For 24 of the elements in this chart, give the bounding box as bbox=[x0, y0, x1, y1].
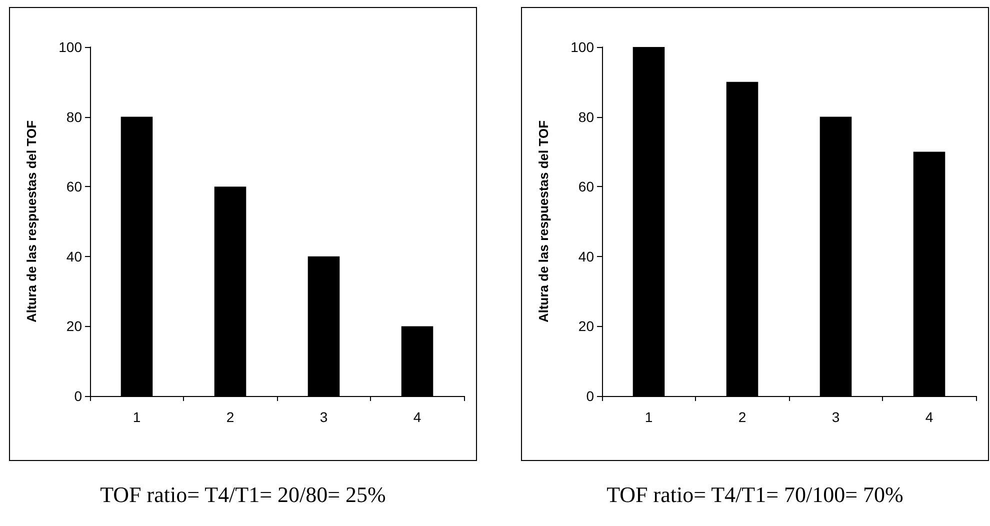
x-tick-label: 1 bbox=[132, 409, 141, 425]
y-tick-label: 20 bbox=[578, 318, 594, 334]
y-tick-label: 80 bbox=[578, 108, 594, 125]
y-tick-label: 60 bbox=[66, 178, 82, 195]
text: TOF ratio= T4/T1= 20/80= 25% bbox=[99, 482, 387, 508]
y-tick-label: 40 bbox=[66, 248, 82, 264]
x-tick-label: 2 bbox=[226, 409, 234, 425]
y-tick-label: 80 bbox=[66, 108, 82, 125]
x-tick-label: 3 bbox=[320, 409, 328, 425]
y-tick-label: 0 bbox=[586, 388, 594, 404]
y-tick-label: 100 bbox=[570, 39, 594, 55]
y-tick-label: 40 bbox=[578, 248, 594, 264]
text: TOF ratio= T4/T1= 70/100= 70% bbox=[606, 482, 904, 508]
y-axis-title: Altura de las respuestas del TOF bbox=[536, 120, 551, 323]
x-tick-label: 2 bbox=[738, 409, 746, 425]
x-tick-label: 4 bbox=[925, 409, 934, 425]
y-tick-label: 20 bbox=[66, 318, 82, 334]
y-tick-label: 100 bbox=[58, 39, 82, 55]
x-tick-label: 1 bbox=[644, 409, 653, 425]
y-axis-title: Altura de las respuestas del TOF bbox=[24, 120, 39, 323]
y-tick-label: 60 bbox=[578, 178, 594, 195]
x-tick-label: 3 bbox=[832, 409, 840, 425]
y-tick-label: 0 bbox=[74, 388, 82, 404]
x-tick-label: 4 bbox=[413, 409, 422, 425]
